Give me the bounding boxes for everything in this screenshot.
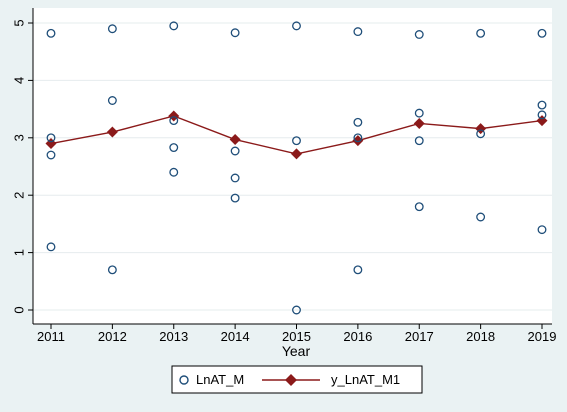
x-tick-label: 2014 bbox=[221, 329, 250, 344]
x-tick-label: 2011 bbox=[37, 329, 65, 344]
scatter-point bbox=[476, 28, 486, 38]
grid-lines bbox=[33, 22, 552, 311]
scatter-point bbox=[353, 133, 363, 143]
scatter-point bbox=[537, 110, 547, 120]
x-tick-label: 2018 bbox=[466, 329, 495, 344]
x-axis-title: Year bbox=[282, 343, 311, 359]
scatter-point bbox=[414, 136, 424, 146]
scatter-point bbox=[353, 117, 363, 127]
line-point-diamond bbox=[413, 117, 425, 129]
scatter-point bbox=[230, 173, 240, 183]
line-point-diamond bbox=[168, 110, 180, 122]
scatter-point bbox=[107, 24, 117, 34]
line-series bbox=[45, 110, 548, 160]
x-tick-label: 2019 bbox=[528, 329, 557, 344]
scatter-point bbox=[414, 108, 424, 118]
scatter-point bbox=[414, 30, 424, 39]
plot-area bbox=[33, 8, 552, 324]
scatter-point bbox=[292, 305, 301, 315]
legend-scatter-marker bbox=[179, 375, 189, 385]
y-tick-label: 0 bbox=[11, 306, 26, 313]
legend-label-scatter: LnAT_M bbox=[196, 372, 244, 387]
scatter-point bbox=[46, 133, 56, 143]
x-tick-label: 2017 bbox=[405, 329, 434, 344]
scatter-point bbox=[46, 28, 56, 38]
x-tick-label: 2016 bbox=[343, 329, 372, 344]
scatter-point bbox=[169, 21, 179, 31]
scatter-point bbox=[537, 28, 547, 38]
x-tick-label: 2013 bbox=[159, 329, 188, 344]
scatter-point bbox=[230, 28, 240, 38]
scatter-point bbox=[46, 242, 56, 252]
x-tick-label: 2012 bbox=[98, 329, 127, 344]
scatter-point bbox=[537, 100, 547, 110]
legend: LnAT_M y_LnAT_M1 bbox=[171, 365, 423, 394]
legend-diamond-marker bbox=[285, 374, 297, 386]
scatter-series bbox=[46, 21, 547, 315]
tick-labels: 0 1 2 3 4 5 2011 2012 2013 2014 2015 2016 2017 2018 20… bbox=[11, 19, 556, 344]
scatter-point bbox=[476, 212, 486, 222]
scatter-point bbox=[476, 129, 486, 139]
line-point-diamond bbox=[291, 148, 302, 160]
line-point-diamond bbox=[106, 126, 118, 138]
scatter-point bbox=[46, 150, 56, 160]
scatter-point bbox=[537, 225, 547, 235]
line-point-diamond bbox=[352, 135, 364, 147]
scatter-point bbox=[107, 265, 117, 275]
scatter-point bbox=[230, 193, 240, 203]
scatter-point bbox=[230, 146, 240, 156]
x-tick-label: 2015 bbox=[282, 329, 311, 344]
y-tick-label: 1 bbox=[11, 249, 26, 256]
legend-label-line: y_LnAT_M1 bbox=[331, 372, 400, 387]
y-tick-label: 4 bbox=[11, 77, 26, 84]
axes bbox=[28, 8, 552, 329]
line-point-diamond bbox=[229, 134, 241, 146]
scatter-point bbox=[353, 27, 363, 37]
scatter-point bbox=[353, 265, 363, 275]
scatter-point bbox=[292, 21, 301, 31]
y-tick-label: 5 bbox=[11, 19, 26, 26]
scatter-point bbox=[292, 136, 301, 146]
y-tick-label: 2 bbox=[11, 192, 26, 199]
scatter-point bbox=[169, 143, 179, 153]
y-tick-label: 3 bbox=[11, 134, 26, 141]
scatter-point bbox=[169, 116, 179, 126]
scatter-point bbox=[169, 167, 179, 177]
scatter-point bbox=[414, 202, 424, 212]
scatter-point bbox=[107, 96, 117, 105]
